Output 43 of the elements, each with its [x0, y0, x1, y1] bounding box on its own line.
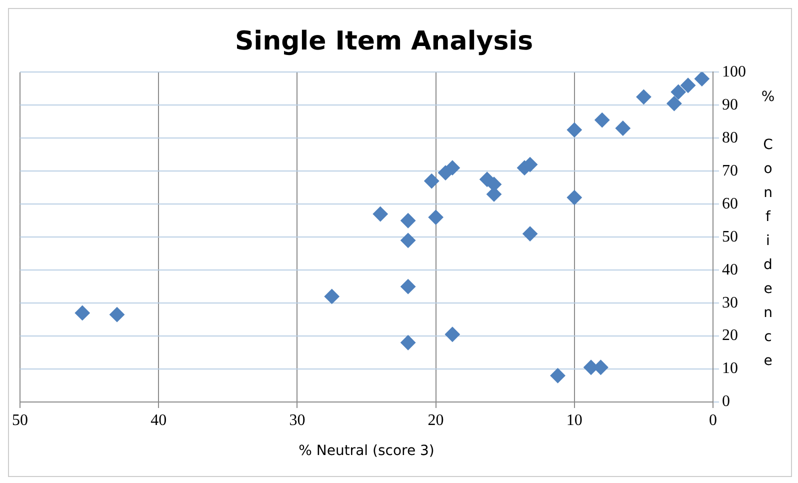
point — [110, 307, 125, 322]
point — [424, 174, 440, 189]
point — [400, 279, 416, 294]
y-axis-title: % Confidence — [760, 89, 776, 377]
x-tick-label: 20 — [428, 412, 444, 429]
point — [400, 335, 416, 350]
point — [522, 226, 538, 242]
point — [444, 160, 460, 176]
x-tick-label: 40 — [150, 412, 167, 429]
y-tick-label: 80 — [722, 129, 738, 146]
x-tick-label: 30 — [289, 412, 306, 429]
point — [550, 368, 566, 384]
point — [324, 288, 340, 304]
point — [400, 232, 416, 248]
point — [428, 210, 444, 225]
x-tick-label: 10 — [566, 412, 582, 429]
y-tick-label: 70 — [722, 162, 738, 180]
x-tick-label: 0 — [709, 412, 717, 429]
point — [694, 72, 710, 86]
point — [400, 213, 416, 228]
point — [666, 96, 682, 112]
point — [670, 84, 686, 100]
x-axis-title: % Neutral (score 3) — [298, 443, 434, 460]
chart-title: Single Item Analysis — [234, 26, 534, 56]
y-tick-label: 30 — [722, 294, 738, 312]
y-tick-label: 60 — [722, 195, 738, 212]
point — [566, 122, 582, 138]
y-tick-label: 100 — [722, 63, 746, 80]
point — [680, 78, 696, 93]
point — [594, 112, 610, 128]
x-tick-label: 50 — [12, 412, 28, 429]
y-tick-label: 20 — [722, 327, 738, 344]
y-tick-label: 40 — [722, 261, 738, 278]
y-tick-label: 90 — [722, 96, 738, 114]
point — [615, 120, 630, 136]
point — [74, 305, 90, 320]
y-tick-label: 0 — [722, 393, 730, 410]
point — [566, 190, 582, 206]
point — [444, 326, 460, 342]
point — [636, 89, 652, 104]
y-tick-label: 10 — [722, 360, 738, 378]
point — [372, 206, 388, 222]
y-tick-label: 50 — [722, 228, 738, 246]
